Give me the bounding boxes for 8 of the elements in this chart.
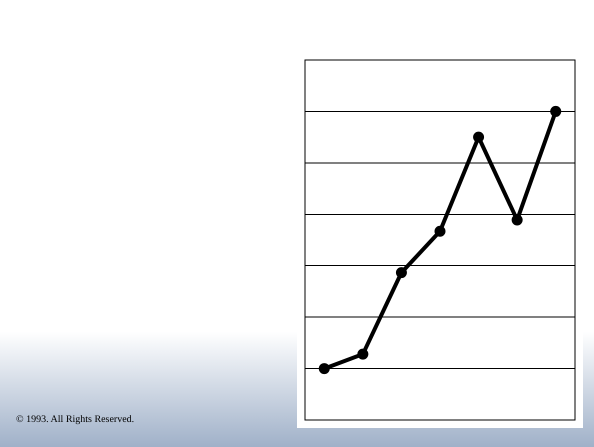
point — [512, 214, 523, 226]
point — [473, 132, 484, 143]
text: © 1993. All Rights Reserved. — [16, 414, 134, 425]
point — [550, 106, 562, 117]
point — [318, 363, 330, 374]
point — [396, 267, 407, 278]
point — [357, 348, 368, 360]
point — [434, 226, 446, 237]
